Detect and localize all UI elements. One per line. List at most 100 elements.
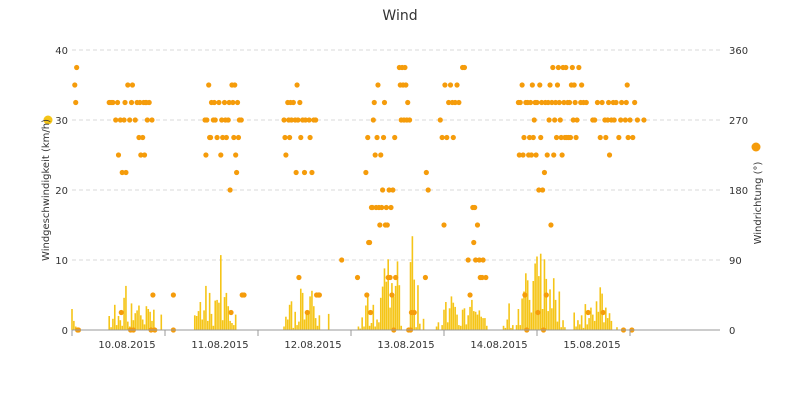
wind-direction-point [290,99,296,106]
wind-direction-point [530,134,536,141]
wind-direction-point [600,309,606,316]
wind-direction-point [548,222,554,228]
wind-direction-point [622,117,628,123]
wind-speed-bar [115,325,118,330]
wind-speed-bar [603,322,605,330]
wind-speed-bar [446,322,449,330]
wind-direction-point [535,309,541,316]
wind-direction-point [123,169,129,176]
wind-direction-point [228,309,234,316]
wind-speed-bar [108,316,110,330]
wind-direction-point [74,64,80,71]
wind-direction-point [606,152,613,158]
wind-direction-point [576,64,582,71]
wind-speed-bar [528,299,531,330]
wind-direction-point [531,117,537,123]
wind-speed-bar [299,288,302,330]
wind-direction-point [363,169,369,176]
wind-speed-bar [474,311,477,330]
wind-speed-bar [450,296,453,330]
wind-direction-point [423,169,429,176]
wind-direction-point [238,117,244,123]
wind-direction-point [446,99,452,106]
wind-direction-point [527,99,534,106]
wind-direction-point [516,152,522,158]
wind-direction-point [437,117,443,123]
x-tick-label: 12.08.2015 [284,340,341,351]
wind-direction-point [212,117,218,123]
wind-direction-point [230,99,236,106]
wind-direction-legend-dot [751,142,761,152]
wind-speed-bar [231,323,233,330]
wind-speed-bar [586,324,589,330]
wind-speed-bar [452,302,455,330]
wind-speed-bar [136,310,138,330]
wind-direction-point [556,99,562,106]
wind-speed-bar [127,321,129,330]
wind-direction-point [425,187,431,193]
wind-speed-bar [606,318,609,330]
wind-direction-point [579,82,585,88]
wind-speed-bar [223,297,226,330]
wind-direction-point [444,134,450,141]
wind-speed-bar [285,316,287,330]
wind-speed-bar [541,309,544,330]
wind-speed-bar [206,320,209,330]
wind-direction-point [115,152,122,158]
wind-direction-point [379,204,385,211]
wind-direction-point [526,134,533,141]
wind-speed-bar [422,318,425,330]
wind-direction-point [537,82,543,88]
wind-direction-point [137,99,143,106]
wind-direction-point [592,117,598,123]
wind-speed-bar [376,319,378,330]
wind-direction-point [313,117,319,123]
wind-direction-point [204,117,210,123]
wind-speed-bar [584,304,587,330]
wind-speed-bar [564,327,566,330]
wind-direction-point [411,309,417,316]
wind-speed-bar [361,317,363,330]
wind-speed-bar [476,314,479,330]
wind-speed-bar [552,278,555,330]
wind-speed-bar [298,321,300,330]
wind-direction-point [627,117,633,123]
wind-direction-point [618,117,624,123]
wind-direction-point [563,64,569,71]
x-tick-label: 11.08.2015 [191,340,248,351]
wind-direction-point [519,82,525,88]
wind-speed-bar [140,315,142,330]
right-tick-label: 270 [729,116,748,127]
wind-speed-bar [234,314,237,330]
wind-direction-point [533,152,539,158]
wind-direction-point [599,99,605,106]
wind-direction-point [630,134,636,141]
wind-direction-point [539,187,546,193]
wind-direction-point [364,292,370,298]
wind-direction-point [611,117,617,123]
wind-speed-bar [526,280,529,330]
wind-speed-bar [506,319,509,330]
wind-speed-bar [212,325,215,330]
wind-speed-bar [549,289,551,330]
wind-speed-bar [160,314,163,330]
wind-direction-point [558,134,564,141]
wind-speed-bar [551,308,553,330]
wind-speed-bar [307,311,310,330]
wind-speed-bar [286,319,289,330]
wind-speed-bar [478,310,481,330]
wind-direction-point [232,82,238,88]
wind-speed-bar [515,325,518,330]
wind-direction-point [555,64,561,71]
left-tick-label: 40 [55,46,68,57]
wind-direction-point [235,134,242,141]
wind-direction-point [113,117,119,123]
wind-direction-point [551,152,557,158]
wind-direction-points [72,64,647,333]
wind-speed-bar [220,255,222,330]
wind-speed-bar [413,279,416,330]
right-axis-ticks: 0 90 180 270 360 [729,46,748,337]
wind-direction-point [539,99,545,106]
wind-direction-point [374,134,380,141]
wind-speed-bar [573,312,575,330]
